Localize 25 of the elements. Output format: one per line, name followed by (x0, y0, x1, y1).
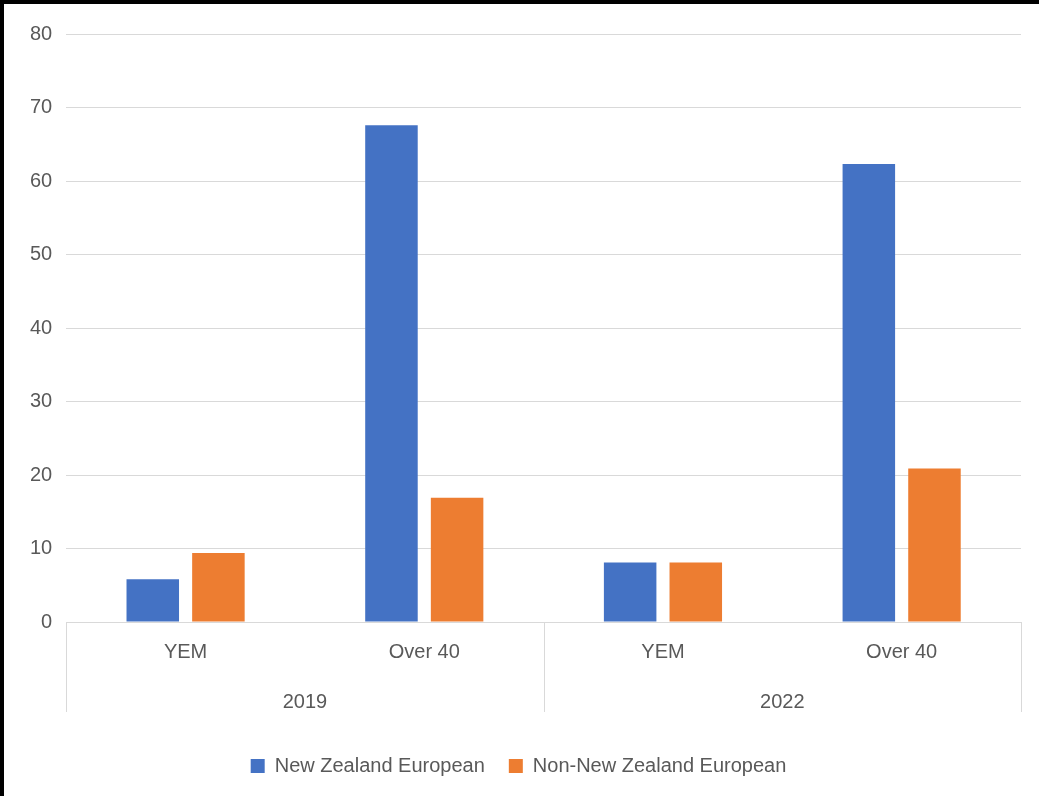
x-tick-label: Over 40 (388, 639, 460, 662)
bar (603, 562, 657, 622)
y-tick-label: 20 (30, 462, 53, 485)
bar (126, 579, 180, 622)
y-tick-label: 10 (30, 536, 53, 559)
y-tick-label: 70 (30, 95, 53, 118)
bar (430, 497, 484, 622)
bar (365, 125, 418, 622)
bar (908, 468, 961, 622)
bar (192, 552, 245, 622)
legend-label: New Zealand European (274, 753, 485, 776)
y-tick-label: 0 (41, 609, 53, 632)
bar (842, 164, 896, 622)
text: 2022 (760, 689, 805, 712)
y-tick-label: 60 (30, 168, 53, 191)
x-tick-label: YEM (163, 639, 208, 662)
y-tick-label: 80 (30, 21, 53, 44)
legend-label: Non-New Zealand European (532, 753, 787, 776)
y-tick-label: 30 (30, 389, 53, 412)
y-tick-label: 40 (30, 315, 53, 338)
bar (669, 562, 723, 622)
x-tick-label: YEM (641, 639, 685, 662)
y-tick-label: 50 (30, 242, 53, 265)
x-tick-label: Over 40 (866, 639, 938, 662)
text: 2019 (282, 689, 328, 712)
